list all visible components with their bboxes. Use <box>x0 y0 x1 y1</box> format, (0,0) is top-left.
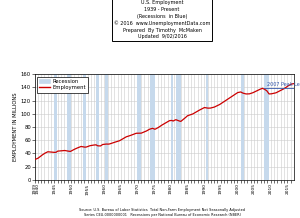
Bar <box>96 74 99 180</box>
Bar <box>264 74 269 180</box>
Bar <box>83 74 86 180</box>
Legend: Recession, Employment: Recession, Employment <box>37 77 88 93</box>
Text: U.S. Employment
1939 - Present
(Recessions  in Blue)
© 2016  www.UnemploymentDat: U.S. Employment 1939 - Present (Recessio… <box>114 0 210 39</box>
Text: Source: U.S. Bureau of Labor Statistics  Total Non-Farm Employment Not Seasonall: Source: U.S. Bureau of Labor Statistics … <box>79 208 245 217</box>
Y-axis label: EMPLOYMENT IN MILLIONS: EMPLOYMENT IN MILLIONS <box>13 93 18 161</box>
Bar <box>150 74 155 180</box>
Bar <box>67 74 71 180</box>
Bar <box>171 74 173 180</box>
Bar <box>137 74 141 180</box>
Bar <box>176 74 181 180</box>
Bar <box>242 74 244 180</box>
Text: 2007 Peak Levels: 2007 Peak Levels <box>267 82 300 87</box>
Bar <box>55 74 57 180</box>
Bar <box>105 74 108 180</box>
Bar <box>206 74 208 180</box>
